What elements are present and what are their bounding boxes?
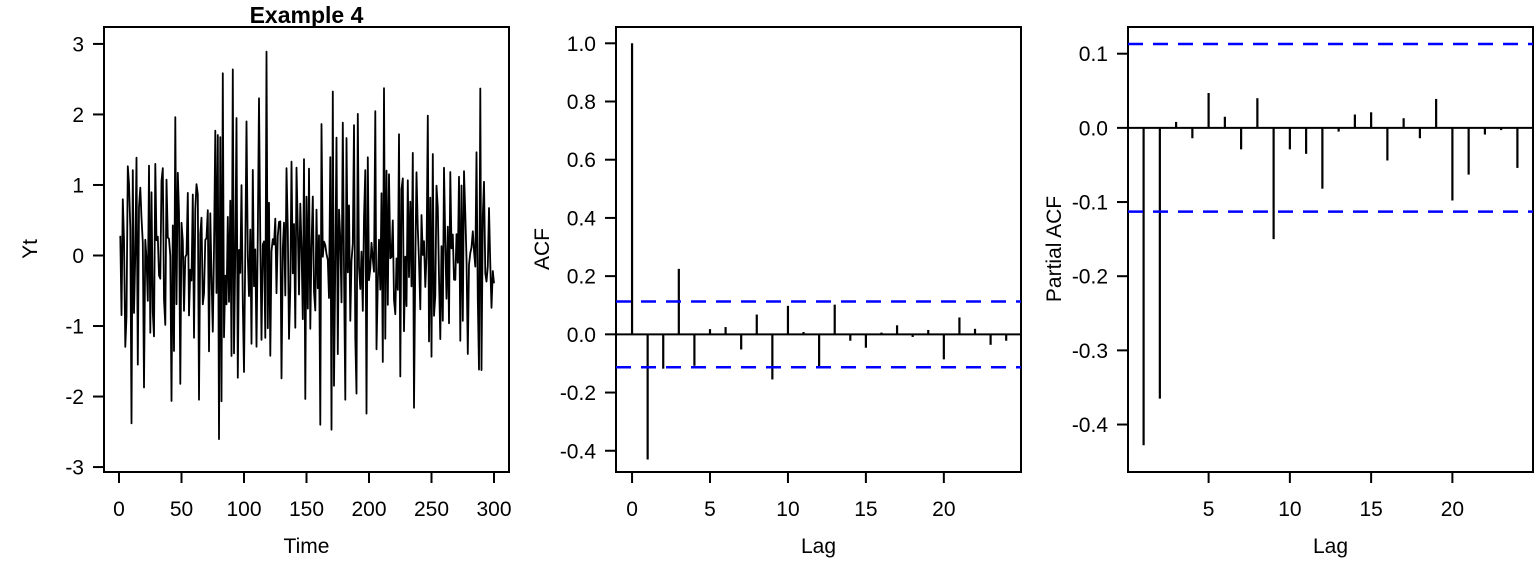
svg-text:250: 250 bbox=[414, 498, 449, 521]
svg-text:-2: -2 bbox=[65, 386, 84, 409]
svg-text:200: 200 bbox=[351, 498, 386, 521]
svg-text:10: 10 bbox=[1278, 498, 1301, 521]
svg-text:-0.4: -0.4 bbox=[1072, 414, 1109, 437]
svg-text:150: 150 bbox=[289, 498, 324, 521]
svg-text:100: 100 bbox=[226, 498, 261, 521]
svg-text:2: 2 bbox=[72, 104, 84, 127]
yt-axis-title: Yt bbox=[19, 239, 42, 259]
svg-text:-0.3: -0.3 bbox=[1072, 340, 1108, 363]
svg-text:20: 20 bbox=[1441, 498, 1464, 521]
pacf-axis-title: Partial ACF bbox=[1043, 195, 1066, 303]
acf-lag-axis-title: Lag bbox=[800, 535, 837, 558]
svg-text:0.2: 0.2 bbox=[567, 266, 596, 289]
plot-title: Example 4 bbox=[249, 2, 364, 28]
svg-text:10: 10 bbox=[776, 498, 799, 521]
svg-text:0.1: 0.1 bbox=[1079, 43, 1108, 66]
pacf-lag-axis-title: Lag bbox=[1312, 535, 1349, 558]
svg-text:0.6: 0.6 bbox=[567, 149, 596, 172]
time-axis-title: Time bbox=[283, 535, 330, 558]
acf-plot: 0 5 10 15 20 -0.4 -0.2 0.0 0.2 0.4 0.6 0.8 1.0 bbox=[560, 26, 1022, 521]
svg-text:0.4: 0.4 bbox=[567, 207, 597, 230]
svg-text:20: 20 bbox=[932, 498, 955, 521]
svg-text:300: 300 bbox=[476, 498, 511, 521]
svg-text:-3: -3 bbox=[65, 457, 84, 480]
svg-text:0.8: 0.8 bbox=[567, 91, 596, 114]
svg-text:5: 5 bbox=[1203, 498, 1215, 521]
svg-text:5: 5 bbox=[704, 498, 716, 521]
timeseries-plot: 0 50 100 150 200 250 300 -3 -2 -1 0 1 2 3 bbox=[65, 26, 512, 521]
panel-timeseries: 0 50 100 150 200 250 300 -3 -2 -1 0 1 2 3 Example 4 T… bbox=[0, 0, 512, 576]
svg-text:-0.1: -0.1 bbox=[1072, 192, 1108, 215]
panel-acf: 0 5 10 15 20 -0.4 -0.2 0.0 0.2 0.4 0.6 0.8 1.0 Lag A… bbox=[512, 0, 1024, 576]
svg-text:0: 0 bbox=[626, 498, 638, 521]
svg-text:1.0: 1.0 bbox=[567, 33, 596, 56]
svg-text:0: 0 bbox=[113, 498, 125, 521]
svg-text:0.0: 0.0 bbox=[567, 324, 596, 347]
panel-pacf: 5 10 15 20 -0.4 -0.3 -0.2 -0.1 0.0 0.1 Lag Partia… bbox=[1024, 0, 1536, 576]
svg-text:-0.4: -0.4 bbox=[560, 440, 597, 463]
svg-text:15: 15 bbox=[854, 498, 877, 521]
svg-text:0: 0 bbox=[72, 245, 84, 268]
svg-text:-0.2: -0.2 bbox=[1072, 266, 1108, 289]
svg-text:3: 3 bbox=[72, 33, 84, 56]
svg-text:0.0: 0.0 bbox=[1079, 117, 1108, 140]
svg-text:1: 1 bbox=[72, 174, 84, 197]
svg-text:-1: -1 bbox=[65, 316, 84, 339]
acf-axis-title: ACF bbox=[531, 228, 554, 270]
svg-text:15: 15 bbox=[1359, 498, 1382, 521]
svg-text:-0.2: -0.2 bbox=[560, 382, 596, 405]
svg-text:50: 50 bbox=[170, 498, 193, 521]
pacf-plot: 5 10 15 20 -0.4 -0.3 -0.2 -0.1 0.0 0.1 bbox=[1072, 26, 1534, 521]
